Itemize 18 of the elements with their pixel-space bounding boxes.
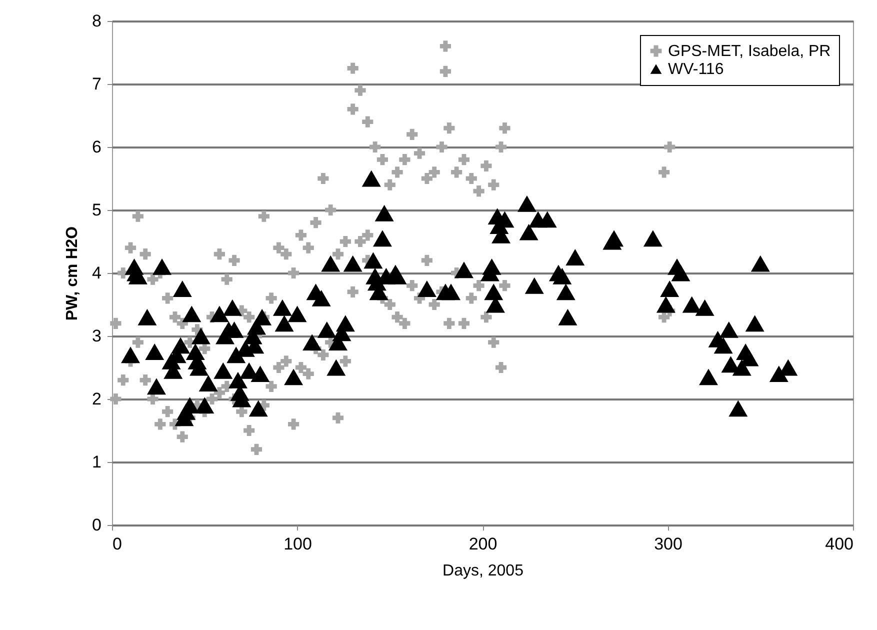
x-axis-title: Days, 2005 [442,562,524,580]
y-tick-label: 1 [92,452,102,472]
legend-label: WV-116 [668,61,724,78]
y-tick-label: 6 [92,138,102,156]
x-tick-label: 0 [112,534,122,554]
y-tick-label: 2 [92,390,102,408]
y-tick-label: 4 [92,264,102,282]
x-tick-label: 100 [284,534,312,554]
y-tick-label: 0 [92,516,102,534]
legend-label: GPS-MET, Isabela, PR [668,43,831,60]
y-tick-label: 5 [92,200,102,220]
x-tick-label: 200 [468,534,498,554]
x-tick-label: 300 [654,534,682,554]
y-tick-label: 7 [92,74,102,94]
y-tick-label: 3 [92,326,102,346]
x-tick-label: 400 [825,534,854,554]
y-tick-label: 8 [92,12,102,30]
y-axis-title: PW, cm H2O [64,226,82,321]
